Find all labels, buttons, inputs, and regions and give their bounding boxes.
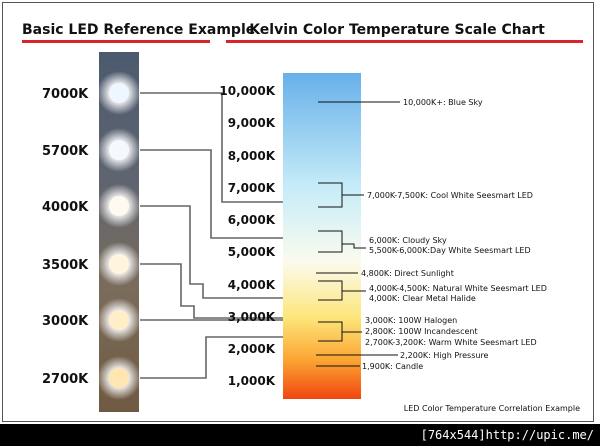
led-label-4000k: 4000K <box>42 200 89 215</box>
led-core-4000k <box>109 196 129 216</box>
led-label-3000k: 3000K <box>42 314 89 329</box>
annotation-high-pressure: 2,200K: High Pressure <box>400 351 489 360</box>
annotation-cool-white: 7,000K-7,500K: Cool White Seesmart LED <box>367 191 533 200</box>
watermark-text: [764x544]http://upic.me/ <box>420 428 594 442</box>
tick-6000k: 6,000K <box>228 213 276 227</box>
led-core-3500k <box>109 254 129 274</box>
footer-caption: LED Color Temperature Correlation Exampl… <box>404 404 580 413</box>
annotation-natural-white: 4,000K-4,500K: Natural White Seesmart LE… <box>369 284 547 293</box>
tick-1000k: 1,000K <box>228 374 276 388</box>
diagram-frame <box>2 2 594 422</box>
annotation-blue-sky: 10,000K+: Blue Sky <box>403 98 483 107</box>
annotation-halogen: 3,000K: 100W Halogen <box>365 316 457 325</box>
tick-3000k: 3,000K <box>228 310 276 324</box>
kelvin-scale-bar <box>283 73 361 399</box>
led-core-5700k <box>109 140 129 160</box>
right-title-underline <box>226 40 583 43</box>
connector-7000k <box>140 92 283 203</box>
annotation-metal-halide: 4,000K: Clear Metal Halide <box>369 294 476 303</box>
right-title: Kelvin Color Temperature Scale Chart <box>249 22 545 38</box>
led-core-7000k <box>109 83 129 103</box>
annotation-lines <box>316 101 400 367</box>
connector-5700k <box>140 149 283 239</box>
tick-4000k: 4,000K <box>228 278 276 292</box>
led-core-3000k <box>109 310 129 330</box>
led-lights <box>97 71 141 400</box>
connector-3500k <box>140 263 283 319</box>
led-label-7000k: 7000K <box>42 87 89 102</box>
watermark-bar: [764x544]http://upic.me/ <box>0 424 600 446</box>
scale-tick-labels: 10,000K 9,000K 8,000K 7,000K 6,000K 5,00… <box>219 84 275 388</box>
kelvin-diagram: Basic LED Reference Example Kelvin Color… <box>22 22 583 413</box>
annotation-cloudy-sky: 6,000K: Cloudy Sky <box>369 236 447 245</box>
annotation-day-white: 5,500K-6,000K:Day White Seesmart LED <box>369 246 531 255</box>
tick-9000k: 9,000K <box>228 116 276 130</box>
led-connectors <box>140 92 283 379</box>
led-label-5700k: 5700K <box>42 144 89 159</box>
annotations: 10,000K+: Blue Sky 7,000K-7,500K: Cool W… <box>361 98 547 371</box>
tick-7000k: 7,000K <box>228 181 276 195</box>
connector-2700k <box>140 336 283 379</box>
tick-10000k: 10,000K <box>219 84 275 98</box>
annotation-direct-sunlight: 4,800K: Direct Sunlight <box>361 269 454 278</box>
annotation-candle: 1,900K: Candle <box>362 362 423 371</box>
led-label-2700k: 2700K <box>42 372 89 387</box>
bracket-cloudy <box>318 230 343 253</box>
tick-2000k: 2,000K <box>228 342 276 356</box>
led-label-3500k: 3500K <box>42 258 89 273</box>
left-title-underline <box>22 40 210 43</box>
led-core-2700k <box>109 368 129 388</box>
connector-4000k <box>140 205 283 299</box>
left-title: Basic LED Reference Example <box>22 22 255 38</box>
tick-5000k: 5,000K <box>228 245 276 259</box>
annotation-warm-white: 2,700K-3,200K: Warm White Seesmart LED <box>365 338 537 347</box>
tick-8000k: 8,000K <box>228 149 276 163</box>
annotation-incandescent: 2,800K: 100W Incandescent <box>365 327 478 336</box>
line-cloudy <box>342 243 366 249</box>
